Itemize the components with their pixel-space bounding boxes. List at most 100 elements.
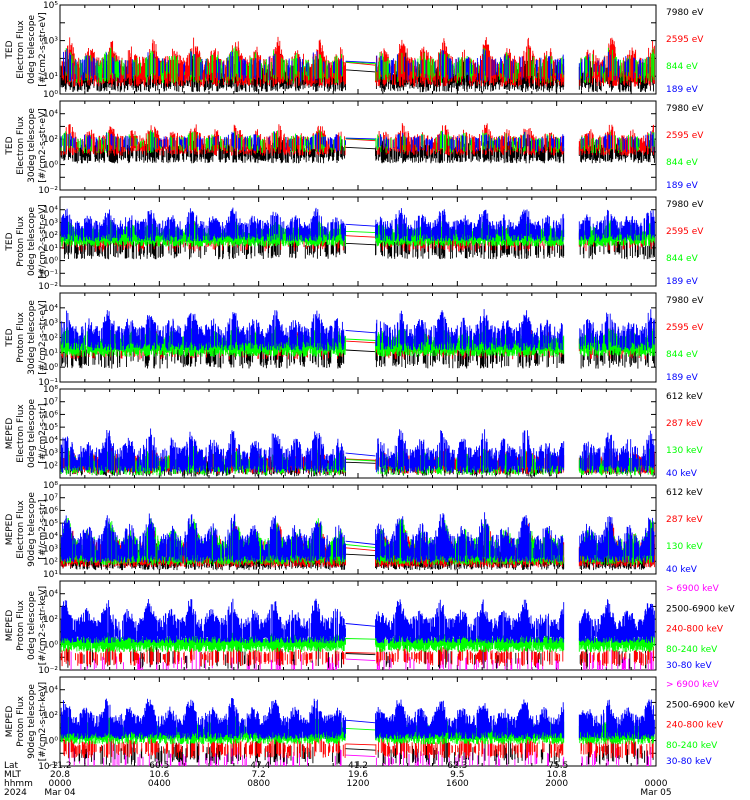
x-row-label: hhmm [4, 779, 33, 789]
series-trace [60, 131, 654, 152]
x-tick-label: 1200 [347, 779, 370, 789]
x-tick-label: Mar 04 [44, 788, 76, 798]
y-tick-label: 10⁻² [38, 282, 58, 292]
y-tick-label: 10³ [43, 449, 58, 459]
legend-entry: 844 eV [666, 254, 699, 264]
y-tick-label: 10⁴ [43, 110, 58, 120]
series-trace [60, 631, 655, 653]
y-tick-label: 10² [43, 334, 58, 344]
x-tick-label: 1600 [446, 779, 469, 789]
y-tick-label: 10⁰ [43, 737, 58, 747]
legend-entry: 240-800 keV [666, 721, 724, 731]
y-axis-title-line: MEPED [5, 706, 15, 738]
series-trace [60, 428, 655, 473]
y-tick-label: 10⁻² [38, 762, 58, 772]
y-tick-label: 10³ [43, 218, 58, 228]
legend-entry: 30-80 keV [666, 757, 712, 767]
y-tick-label: 10⁷ [43, 398, 58, 408]
legend-entry: 2595 eV [666, 35, 704, 45]
x-tick-label: 19.6 [348, 770, 368, 780]
legend-entry: 189 eV [666, 277, 699, 287]
y-axis-title-line: Electron Flux [16, 20, 26, 79]
legend-entry: 40 keV [666, 469, 698, 479]
x-tick-label: 62.3 [447, 761, 467, 771]
x-row-label: Lat [4, 761, 19, 771]
series-trace [60, 598, 655, 644]
panel-2: 10⁴ 10² 10⁰ 10⁻² TED Electron Flux 30deg teles… [5, 100, 704, 196]
series-trace [60, 645, 654, 667]
x-tick-label: 60.5 [149, 761, 169, 771]
y-axis-title-line: TED [5, 232, 15, 251]
legend-entry: 2595 eV [666, 323, 704, 333]
y-axis-title-line: [#/cm2-s-str-eV] [38, 300, 48, 375]
legend-entry: 844 eV [666, 62, 699, 72]
y-axis-title-line: Electron Flux [16, 116, 26, 175]
x-row-label: 2024 [4, 788, 27, 798]
y-axis-title-line: [#/cm2-s-str-keV] [38, 682, 48, 761]
legend-entry: 7980 eV [666, 104, 704, 114]
legend-entry: > 6900 keV [666, 584, 720, 594]
panel-6: 10⁸ 10⁷ 10⁶ 10⁵ 10⁴ 10³ 10² 10¹ MEPED Electron Fl… [5, 481, 703, 580]
y-tick-label: 10¹ [43, 348, 58, 358]
legend-entry: 7980 eV [666, 296, 704, 306]
series-trace [63, 48, 649, 82]
y-axis-title-line: 90deg telescope [27, 492, 37, 567]
x-row-label: MLT [4, 770, 22, 780]
y-tick-label: 10⁻² [38, 666, 58, 676]
legend-entry: 30-80 keV [666, 661, 712, 671]
y-axis-title-line: 0deg telescope [27, 399, 37, 469]
legend-entry: 287 keV [666, 419, 703, 429]
legend-entry: 2595 eV [666, 131, 704, 141]
y-tick-label: 10² [43, 615, 58, 625]
series-trace [60, 698, 655, 740]
legend-entry: 80-240 keV [666, 645, 718, 655]
y-tick-label: 10⁴ [43, 532, 58, 542]
y-tick-label: 10⁷ [43, 494, 58, 504]
series-trace [63, 734, 654, 759]
legend-entry: 844 eV [666, 350, 699, 360]
legend-entry: 189 eV [666, 85, 699, 95]
y-tick-label: 10⁴ [43, 590, 58, 600]
y-tick-label: 10⁵ [43, 519, 58, 529]
y-axis-title-line: [#/cm2-s-str-eV] [38, 204, 48, 279]
x-tick-label: 0000 [645, 779, 668, 789]
y-axis-title-line: MEPED [5, 514, 15, 546]
legend-entry: 130 keV [666, 446, 703, 456]
legend-entry: 189 eV [666, 181, 699, 191]
y-axis-title-line: Electron Flux [16, 500, 26, 559]
y-axis-title-line: [#/cm2-s-str] [38, 499, 48, 559]
y-tick-label: 10⁻¹ [38, 378, 58, 388]
y-tick-label: 10⁶ [43, 410, 58, 420]
panel-1: 10⁵ 10³ 10¹ 10⁰ TED Electron Flux 0deg telesco… [5, 1, 704, 100]
y-axis-title-line: [#/cm2-s-str-eV] [38, 12, 48, 87]
panel-8: 10⁴ 10² 10⁰ 10⁻² MEPED Proton Flux 90deg teles… [5, 676, 735, 772]
x-tick-label: 0800 [247, 779, 270, 789]
y-axis-title-line: 0deg telescope [27, 591, 37, 661]
y-tick-label: 10⁻² [38, 186, 58, 196]
legend-entry: 240-800 keV [666, 625, 724, 635]
y-tick-label: 10⁰ [43, 257, 58, 267]
y-tick-label: 10⁻¹ [38, 269, 58, 279]
x-tick-label: -11.2 [48, 761, 71, 771]
y-tick-label: 10⁸ [43, 385, 58, 395]
x-tick-label: Mar 05 [640, 788, 671, 798]
legend-entry: 189 eV [666, 373, 699, 383]
x-tick-label: 0400 [148, 779, 171, 789]
y-tick-label: 10⁸ [43, 481, 58, 491]
y-tick-label: 10³ [43, 37, 58, 47]
y-tick-label: 10² [43, 711, 58, 721]
legend-entry: 40 keV [666, 565, 698, 575]
legend-entry: 7980 eV [666, 8, 704, 18]
series-trace [61, 309, 655, 351]
y-tick-label: 10³ [43, 545, 58, 555]
y-axis-title-line: Proton Flux [16, 312, 26, 363]
series-trace [60, 207, 655, 242]
legend-entry: > 6900 keV [666, 680, 720, 690]
y-axis-title-line: 30deg telescope [27, 300, 37, 375]
x-tick-label: -47.4 [247, 761, 271, 771]
legend-entry: 612 keV [666, 392, 703, 402]
y-tick-label: 10⁴ [43, 436, 58, 446]
y-tick-label: 10⁴ [43, 206, 58, 216]
legend-entry: 2595 eV [666, 227, 704, 237]
